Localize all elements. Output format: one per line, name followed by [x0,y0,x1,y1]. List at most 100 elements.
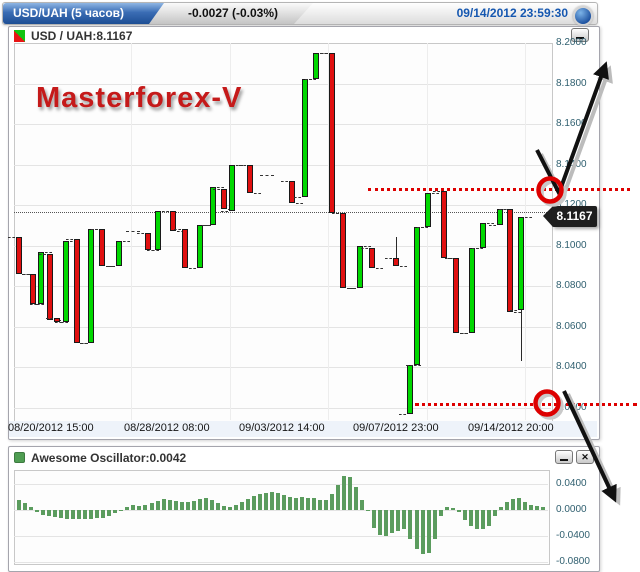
candle-open-tick [445,257,452,259]
oscillator-bar [390,509,395,533]
doji-candle [260,174,274,176]
oscillator-bar [197,498,202,510]
y-axis-label: 8.0600 [556,320,587,332]
oscillator-bar [65,509,70,520]
oscillator-bar [354,486,359,510]
candle-bearish [289,180,295,203]
y-axis-label: 8.0800 [556,280,587,291]
oscillator-bar [173,500,178,510]
main-gridline [14,164,551,166]
oscillator-bar [77,509,82,520]
oscillator-bar [528,504,533,510]
oscillator-bar [71,509,76,520]
candle-bullish [88,229,94,343]
oscillator-bar [294,497,299,510]
candle-open-tick [8,237,15,239]
oscillator-bar [516,498,521,510]
main-gridline [14,286,551,287]
candle-bearish [145,233,151,250]
oscillator-bar [522,501,527,510]
x-axis-label: 08/20/2012 15:00 [8,422,94,434]
oscillator-bar [426,509,431,553]
candle-open-tick [80,342,87,344]
minimize-main-button[interactable] [571,28,589,42]
candle-open-tick [162,211,169,213]
candle-close-tick [177,231,184,233]
main-gridline [14,407,551,409]
oscillator-bar [251,496,256,510]
candle-close-tick [217,186,224,188]
y-axis-label: 8.1000 [556,239,587,251]
y-axis-label: 8.1400 [556,158,587,170]
oscillator-bar [179,501,184,510]
oscillator-bar [41,509,46,515]
y-axis-label: 8.1600 [556,118,587,129]
candle-close-tick [376,267,383,269]
oscillator-bar [492,509,497,517]
candle-bearish [441,190,447,258]
candle-open-tick [239,164,246,166]
main-gridline [14,124,551,125]
candle-close-tick [61,322,68,324]
candle-open-tick [406,364,413,366]
symbol-tab[interactable]: USD/UAH (5 часов) [3,3,164,24]
x-axis-label: 09/14/2012 20:00 [468,422,554,434]
candle-open-tick [461,332,468,334]
minimize-oscillator-button[interactable] [555,450,573,464]
candle-open-tick [189,267,196,269]
top-bar: USD/UAH (5 часов) -0.0027 (-0.03%) 09/14… [2,2,598,26]
oscillator-bar [282,495,286,510]
oscillator-bar [498,507,503,510]
oscillator-bar [408,509,413,540]
oscillator-title: Awesome Oscillator:0.0042 [31,451,187,465]
oscillator-bar [486,509,491,527]
status-orb-icon[interactable] [573,6,593,26]
candle-open-tick [510,310,517,312]
y-axis-label: 8.1800 [556,77,587,89]
oscillator-bar [35,509,40,512]
candle-bearish [99,229,105,266]
oscillator-bar [155,500,160,510]
oscillator-bar [330,494,335,510]
candle-high-wick [396,237,397,258]
oscillator-bar [17,500,21,510]
candle-open-tick [22,273,29,275]
change-tab-background [143,3,313,24]
candle-bullish [210,186,216,226]
oscillator-bar [300,496,305,510]
candle-open-tick [361,247,368,249]
candle-bullish [518,217,524,311]
candle-bullish [425,192,431,228]
candle-bullish [357,245,363,289]
support-level-line [415,403,637,406]
candle-open-tick [55,322,62,324]
oscillator-bar [167,499,172,510]
x-axis-label: 08/28/2012 08:00 [124,422,210,434]
candle-open-tick [399,413,406,415]
oscillator-gridline [14,509,548,511]
candle-bullish [229,164,235,212]
candle-open-tick [137,233,144,235]
candle-open-tick [417,227,424,229]
oscillator-icon [14,452,25,463]
oscillator-bar [432,509,437,540]
datetime-label: 09/14/2012 23:59:30 [456,6,568,20]
main-vertical-gridline [525,43,526,420]
close-oscillator-button[interactable]: ✕ [576,450,594,464]
oscillator-bar [402,509,407,530]
main-gridline [14,245,551,247]
oscillator-bar [456,509,461,512]
oscillator-bar [101,509,106,518]
main-gridline [14,326,551,328]
candle-open-tick [174,229,181,231]
oscillator-bar [29,507,34,510]
candle-bearish [182,229,188,268]
candle-open-tick [91,229,98,231]
candle-open-tick [202,225,209,227]
price-tooltip-arrow [543,206,553,227]
main-gridline [14,367,551,368]
oscillator-bar [191,500,196,510]
candle-open-tick [108,265,115,267]
candle-bearish [170,211,176,232]
x-axis-strip [9,421,597,437]
